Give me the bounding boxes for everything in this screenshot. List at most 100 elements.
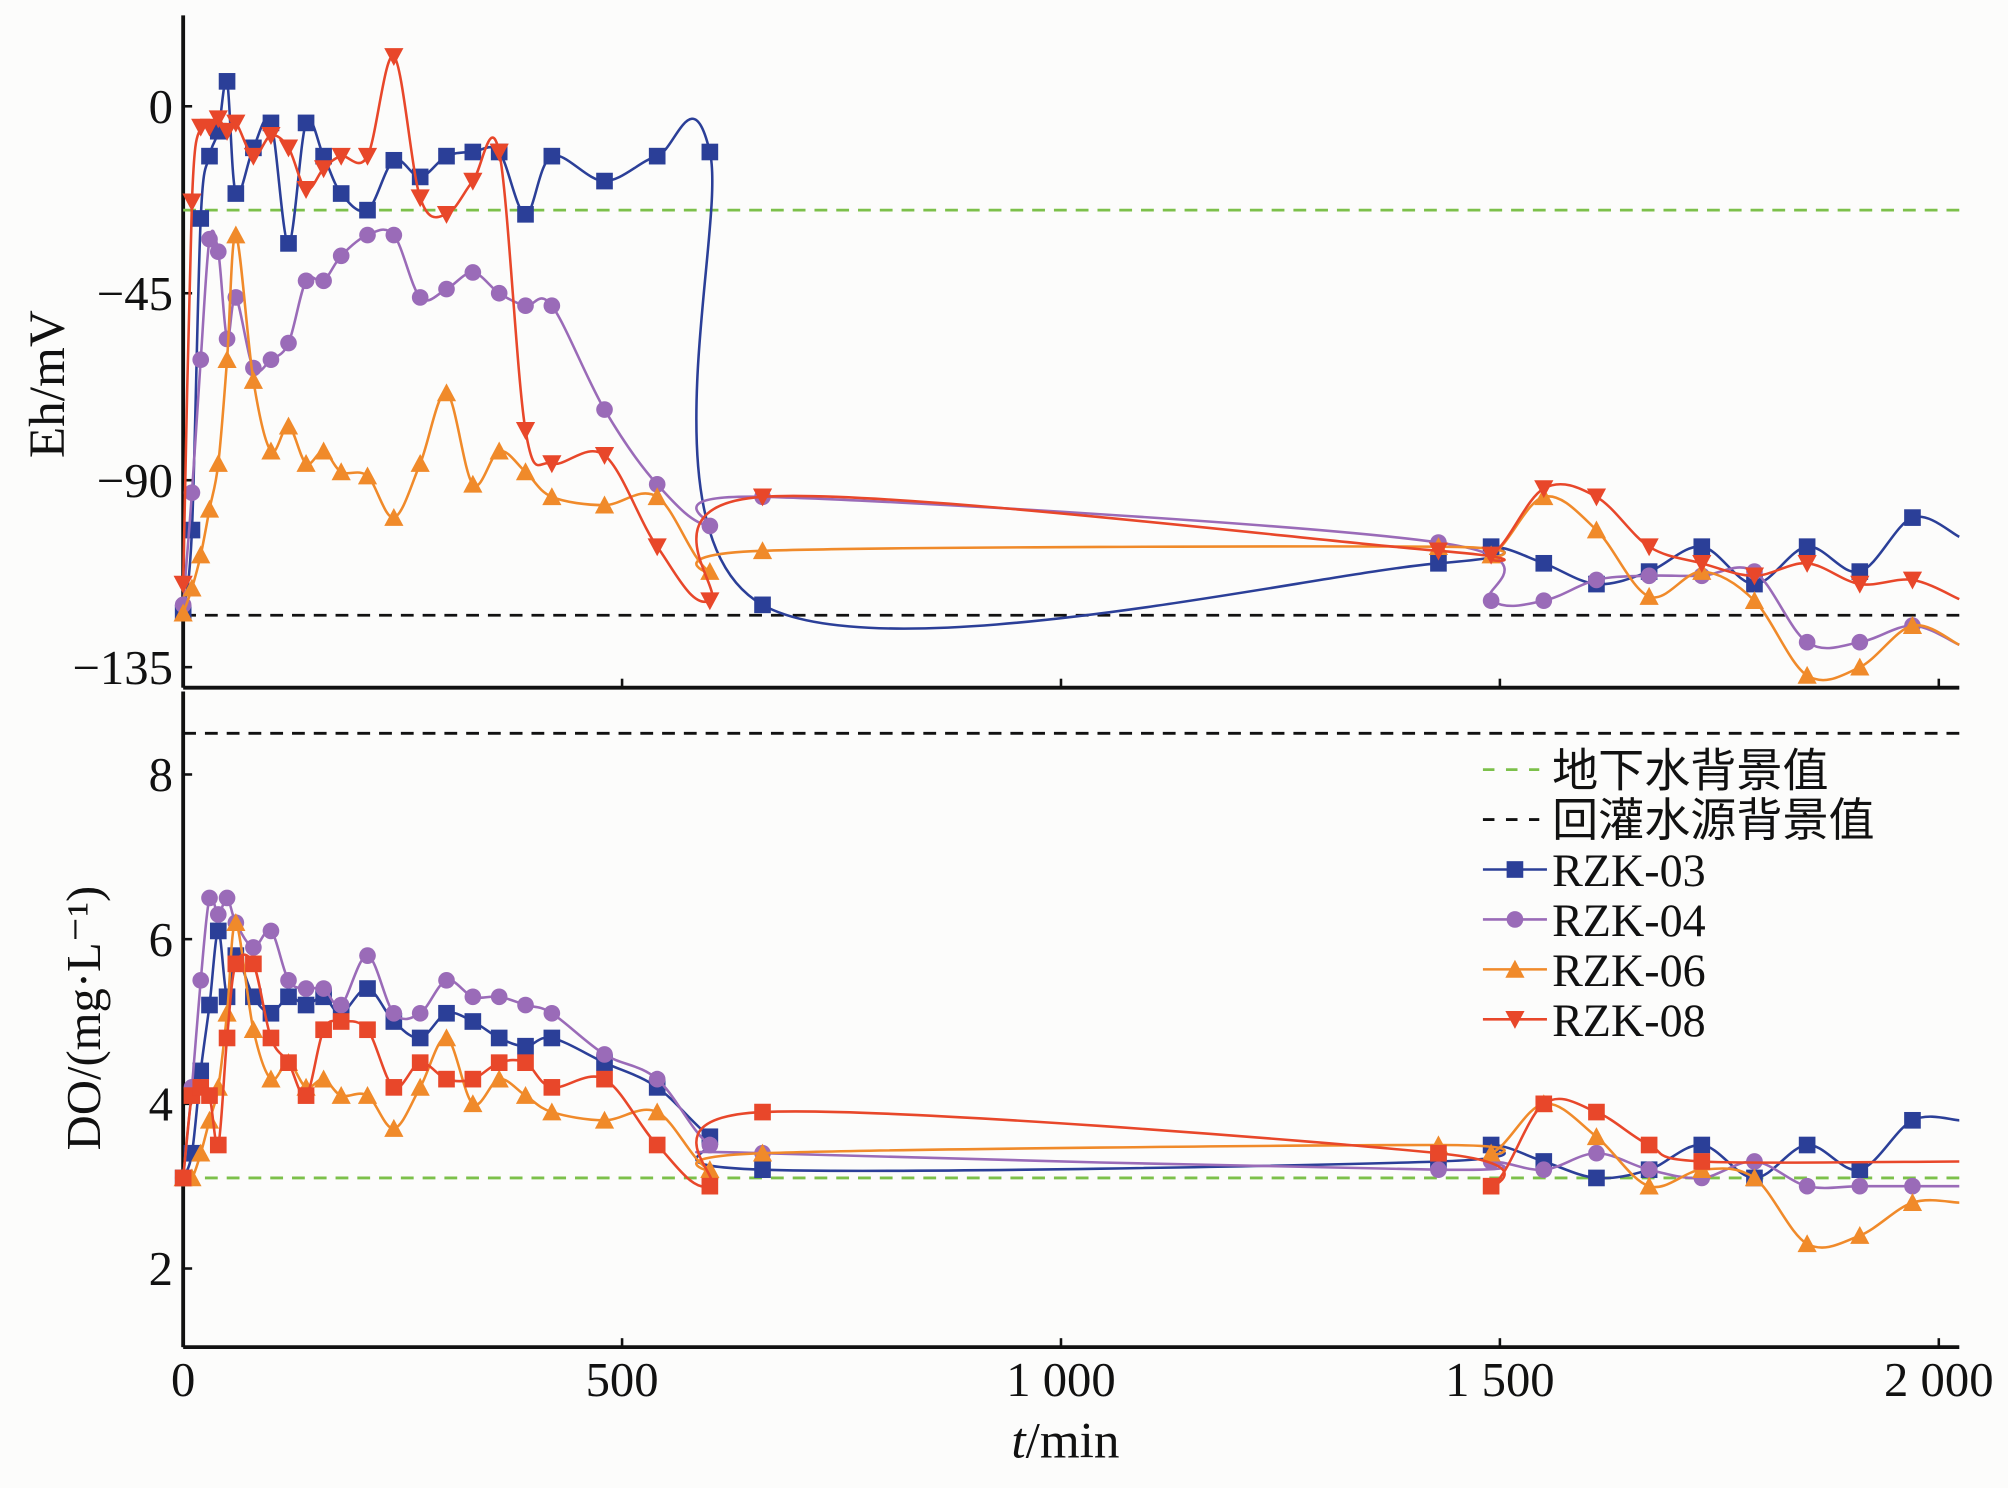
series-line [181, 55, 1960, 604]
marker-triangle-up [278, 416, 299, 435]
eh-axis-label: Eh/mV [19, 310, 76, 458]
y-tick-label: 2 [149, 1242, 173, 1296]
marker-circle [1430, 1161, 1447, 1179]
marker-triangle-up [1639, 586, 1659, 605]
marker-triangle-up [314, 441, 334, 460]
marker-square [754, 1161, 771, 1179]
marker-square [201, 147, 218, 165]
marker-square [596, 1070, 613, 1088]
marker-square [1588, 1169, 1605, 1187]
marker-triangle-up [173, 603, 193, 622]
marker-square [218, 73, 236, 90]
x-tick-label: 2 000 [1884, 1353, 1993, 1407]
y-tick-label: 8 [149, 748, 173, 802]
marker-triangle-down [217, 122, 237, 141]
marker-circle [1851, 633, 1869, 651]
marker-square [297, 1087, 315, 1104]
marker-square [438, 1070, 455, 1088]
y-tick-label: −135 [72, 641, 172, 695]
marker-triangle-up [357, 1085, 378, 1104]
marker-square [438, 1004, 455, 1022]
x-tick-label: 500 [586, 1353, 659, 1407]
marker-triangle-up [1481, 1143, 1501, 1162]
marker-triangle-down [1850, 575, 1870, 594]
marker-triangle-down [752, 488, 773, 507]
marker-triangle-down [199, 118, 220, 137]
marker-triangle-up [594, 495, 615, 514]
marker-circle [1851, 1177, 1869, 1195]
y-tick-label: −90 [97, 454, 173, 508]
marker-circle [701, 517, 719, 535]
marker-square [209, 1136, 227, 1154]
marker-triangle-down [1481, 546, 1501, 565]
marker-circle [701, 1136, 719, 1154]
marker-circle [490, 284, 508, 302]
marker-triangle-down [173, 575, 193, 594]
marker-circle [517, 996, 534, 1014]
marker-square [1693, 538, 1711, 556]
marker-triangle-down [296, 181, 316, 199]
marker-triangle-down [436, 205, 457, 224]
marker-square [490, 1029, 508, 1047]
marker-triangle-down [700, 592, 720, 611]
marker-square [1693, 1153, 1711, 1170]
marker-circle [183, 484, 201, 501]
marker-circle [201, 230, 218, 248]
marker-square [517, 1054, 534, 1071]
marker-square [517, 1037, 534, 1055]
legend-item: RZK-06 [1482, 945, 1706, 996]
y-tick-label: 6 [149, 913, 173, 967]
marker-triangle-up [1586, 1127, 1607, 1146]
marker-triangle-up [1639, 1176, 1659, 1195]
legend-label: 回灌水源背景值 [1552, 795, 1875, 846]
marker-triangle-up [1797, 665, 1817, 684]
marker-triangle-down [314, 160, 334, 179]
marker-square [359, 1021, 376, 1039]
marker-square [332, 1013, 350, 1030]
marker-triangle-down [594, 446, 615, 465]
marker-circle [464, 988, 482, 1006]
marker-triangle-down [243, 147, 263, 166]
marker-circle [411, 1004, 429, 1022]
marker-square [280, 988, 297, 1006]
marker-triangle-up [489, 441, 509, 460]
marker-triangle-down [1744, 567, 1765, 586]
marker-triangle-up [261, 1069, 281, 1088]
marker-square [192, 210, 210, 227]
y-tick-label: −45 [97, 267, 173, 321]
marker-square [490, 1054, 508, 1071]
marker-square [543, 1079, 561, 1096]
marker-square [411, 1054, 429, 1071]
marker-triangle-up [226, 225, 246, 244]
marker-triangle-up [1850, 657, 1870, 676]
marker-circle [262, 922, 280, 940]
legend-item: 回灌水源背景值 [1482, 795, 1875, 846]
marker-triangle-down [357, 147, 378, 166]
legend-label: RZK-03 [1552, 845, 1706, 896]
marker-square [297, 996, 315, 1014]
marker-triangle-up [226, 913, 246, 932]
marker-circle [490, 988, 508, 1006]
marker-triangle-down [463, 172, 483, 191]
marker-square [332, 185, 350, 202]
marker-square [201, 1087, 218, 1104]
marker-triangle-up [1850, 1225, 1870, 1244]
y-tick-label: 4 [149, 1077, 173, 1131]
marker-triangle-down [1639, 538, 1659, 557]
marker-square [227, 185, 245, 202]
marker-circle [1640, 567, 1658, 585]
marker-triangle-up [199, 499, 220, 518]
marker-square [359, 201, 376, 219]
x-axis-label: t/min [1011, 1412, 1119, 1469]
marker-triangle-up [594, 1110, 615, 1129]
marker-circle [359, 947, 376, 964]
marker-triangle-down [515, 422, 536, 440]
marker-square [648, 147, 666, 165]
marker-circle [1588, 571, 1605, 589]
marker-triangle-up [331, 462, 351, 481]
marker-triangle-up [384, 1118, 404, 1137]
legend-item: RZK-04 [1482, 895, 1706, 946]
marker-square [754, 1103, 771, 1121]
